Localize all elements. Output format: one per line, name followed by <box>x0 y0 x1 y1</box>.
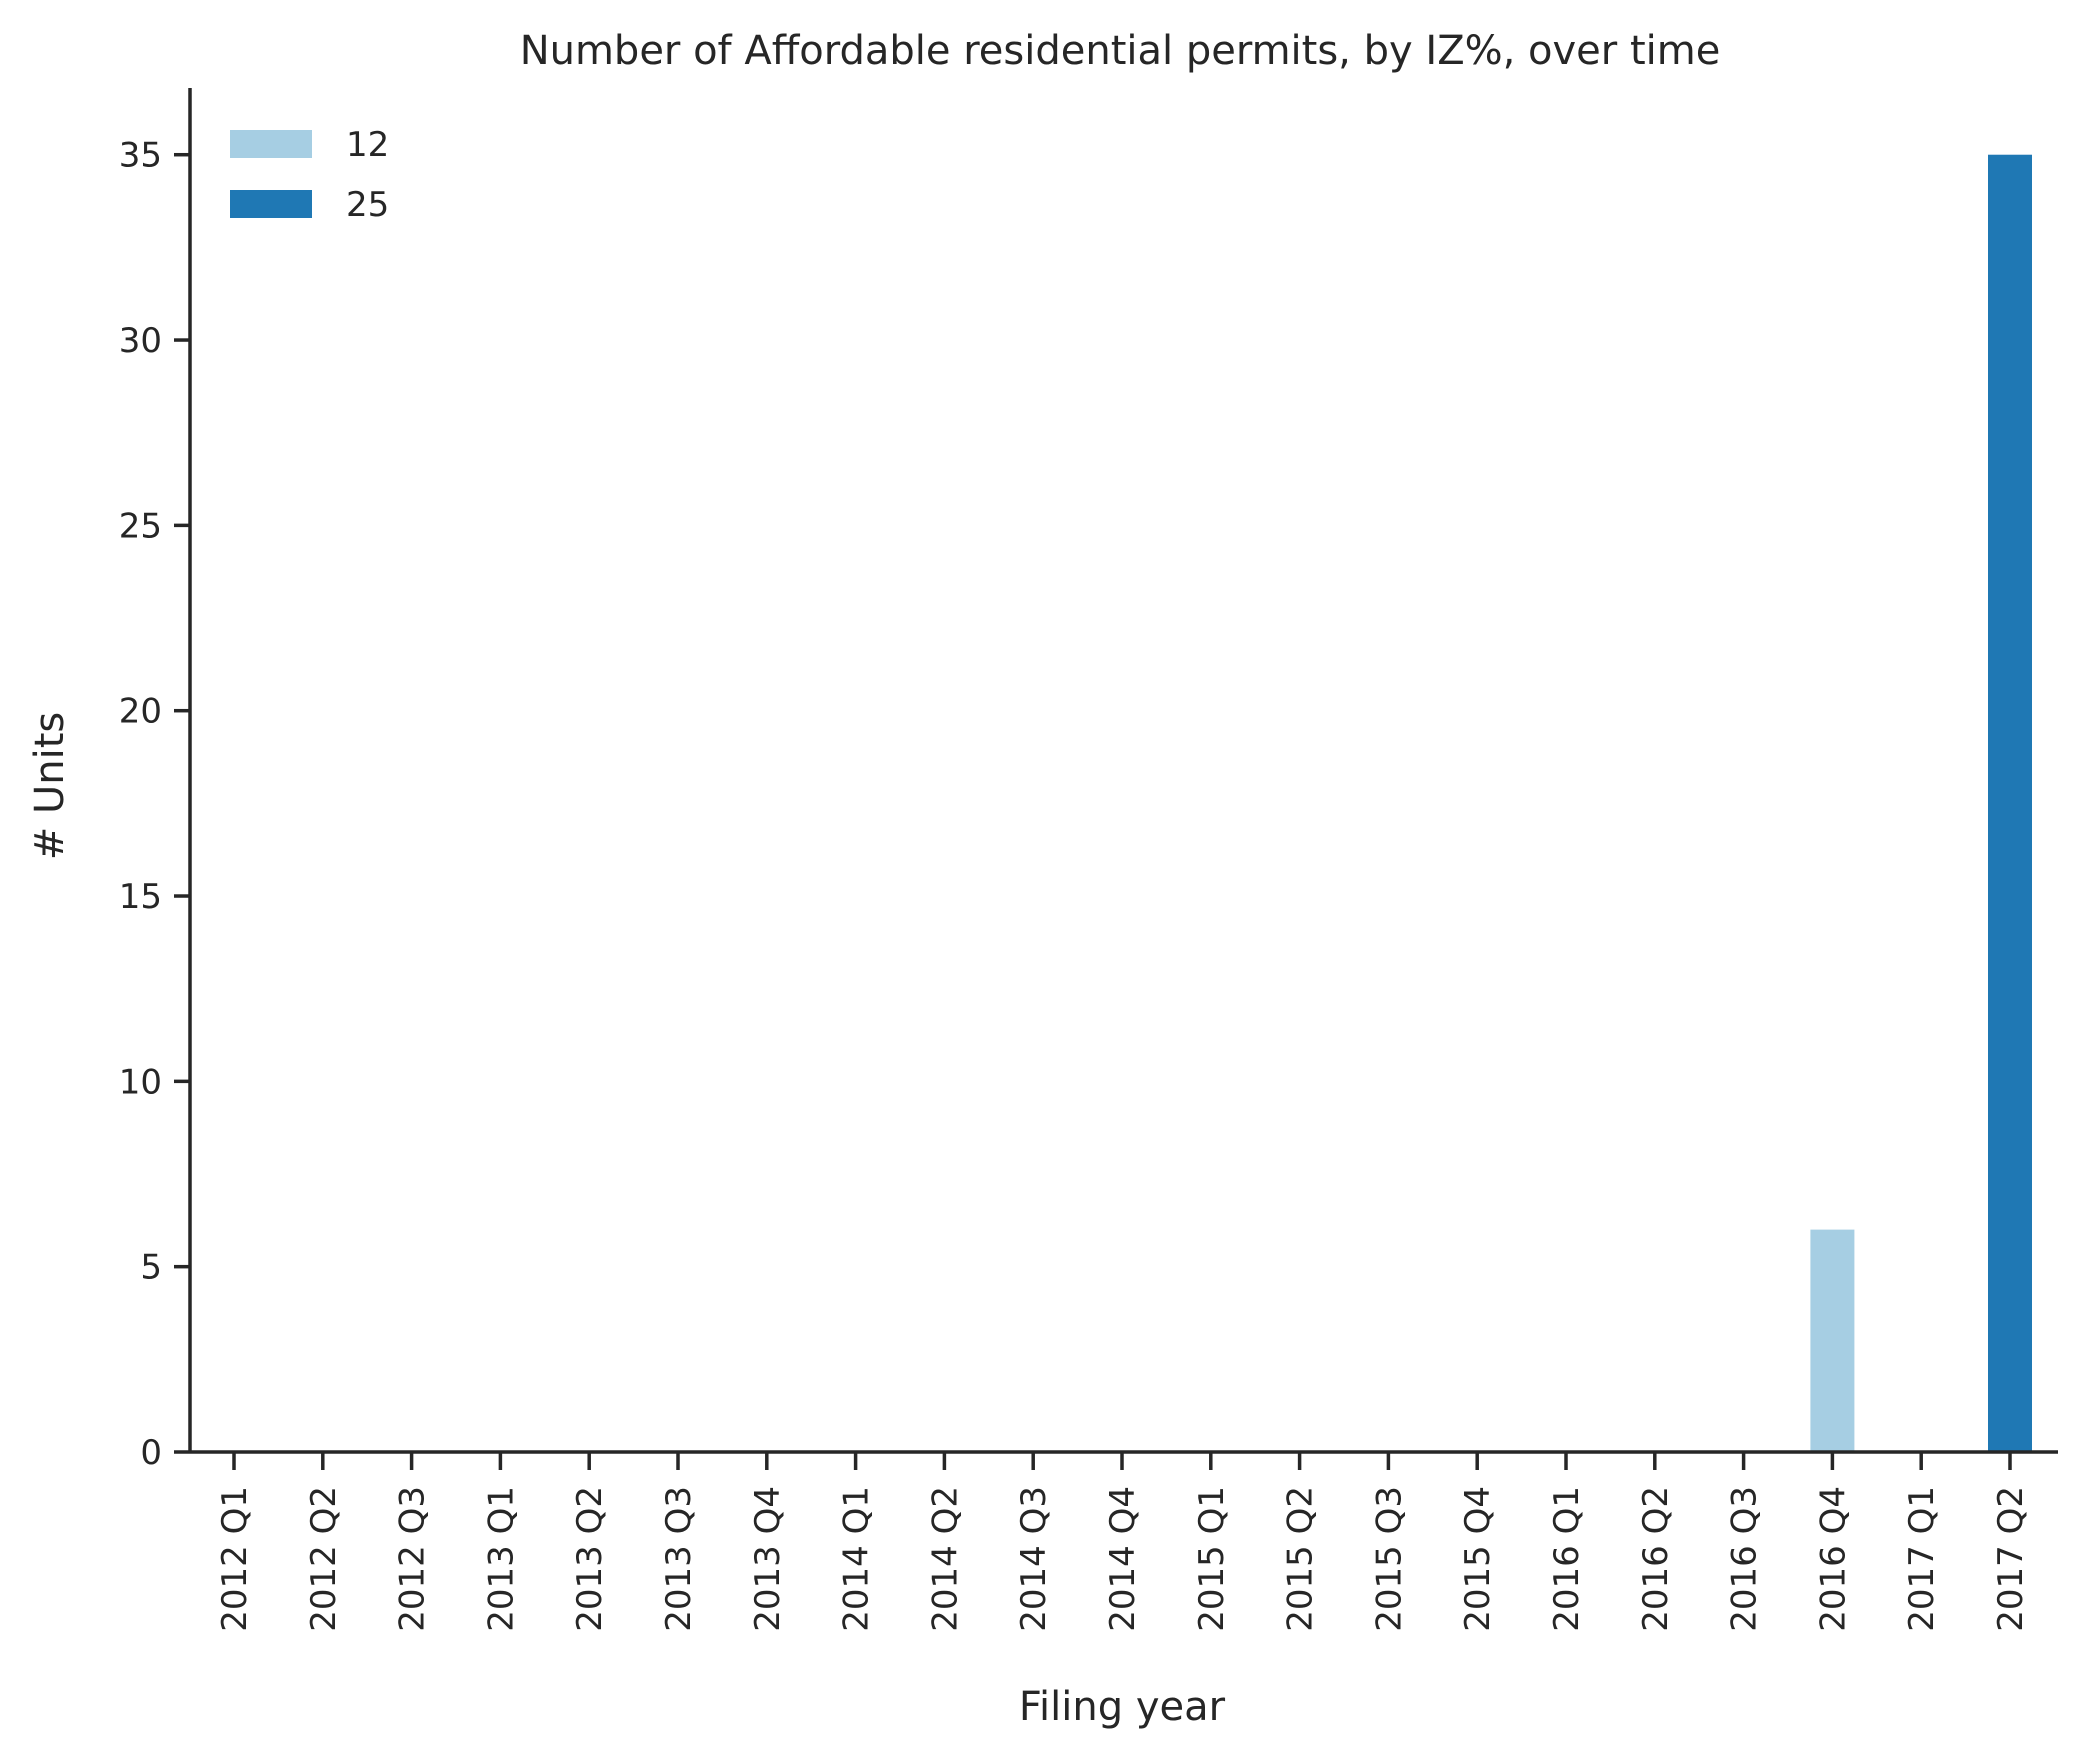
y-tick-label: 10 <box>119 1062 162 1102</box>
x-tick-label: 2013 Q1 <box>481 1486 521 1632</box>
x-tick-label: 2015 Q4 <box>1458 1486 1498 1632</box>
x-axis-label: Filing year <box>1019 1684 1226 1730</box>
chart-title: Number of Affordable residential permits… <box>520 28 1721 74</box>
x-tick-label: 2013 Q4 <box>748 1486 788 1632</box>
y-tick-label: 15 <box>119 877 162 917</box>
x-tick-label: 2013 Q2 <box>570 1486 610 1632</box>
x-tick-label: 2013 Q3 <box>659 1486 699 1632</box>
legend-swatch-12 <box>230 130 312 158</box>
y-tick-label: 0 <box>140 1433 162 1473</box>
x-tick-label: 2016 Q2 <box>1636 1486 1676 1632</box>
x-tick-label: 2014 Q1 <box>837 1486 877 1632</box>
x-tick-label: 2016 Q3 <box>1725 1486 1765 1632</box>
legend: 12 25 <box>230 125 389 225</box>
x-tick-label: 2012 Q3 <box>393 1486 433 1632</box>
x-tick-label: 2014 Q3 <box>1014 1486 1054 1632</box>
legend-label-25: 25 <box>346 185 389 225</box>
bars-group <box>1810 154 2032 1452</box>
y-tick-label: 30 <box>119 321 162 361</box>
x-tick-label: 2015 Q2 <box>1281 1486 1321 1632</box>
y-tick-label: 35 <box>119 136 162 176</box>
x-tick-label: 2015 Q1 <box>1192 1486 1232 1632</box>
x-tick-label: 2014 Q4 <box>1103 1486 1143 1632</box>
legend-label-12: 12 <box>346 125 389 165</box>
legend-swatch-25 <box>230 190 312 218</box>
x-axis: 2012 Q1 2012 Q2 2012 Q3 2013 Q1 2013 Q2 2013 … <box>190 1450 2058 1632</box>
y-axis-label: # Units <box>27 712 73 861</box>
y-tick-label: 5 <box>140 1248 162 1288</box>
x-tick-label: 2017 Q1 <box>1902 1486 1942 1632</box>
x-tick-label: 2014 Q2 <box>925 1486 965 1632</box>
y-tick-label: 25 <box>119 506 162 546</box>
bar-12-2016-Q4 <box>1810 1229 1855 1452</box>
x-tick-label: 2012 Q1 <box>215 1486 255 1632</box>
x-tick-label: 2015 Q3 <box>1369 1486 1409 1632</box>
x-tick-label: 2017 Q2 <box>1991 1486 2031 1632</box>
y-axis: 0 5 10 15 20 25 30 35 <box>119 88 192 1473</box>
x-tick-label: 2016 Q1 <box>1547 1486 1587 1632</box>
y-tick-label: 20 <box>119 692 162 732</box>
x-tick-label: 2016 Q4 <box>1813 1486 1853 1632</box>
x-tick-label: 2012 Q2 <box>304 1486 344 1632</box>
bar-25-2017-Q2 <box>1988 154 2032 1452</box>
